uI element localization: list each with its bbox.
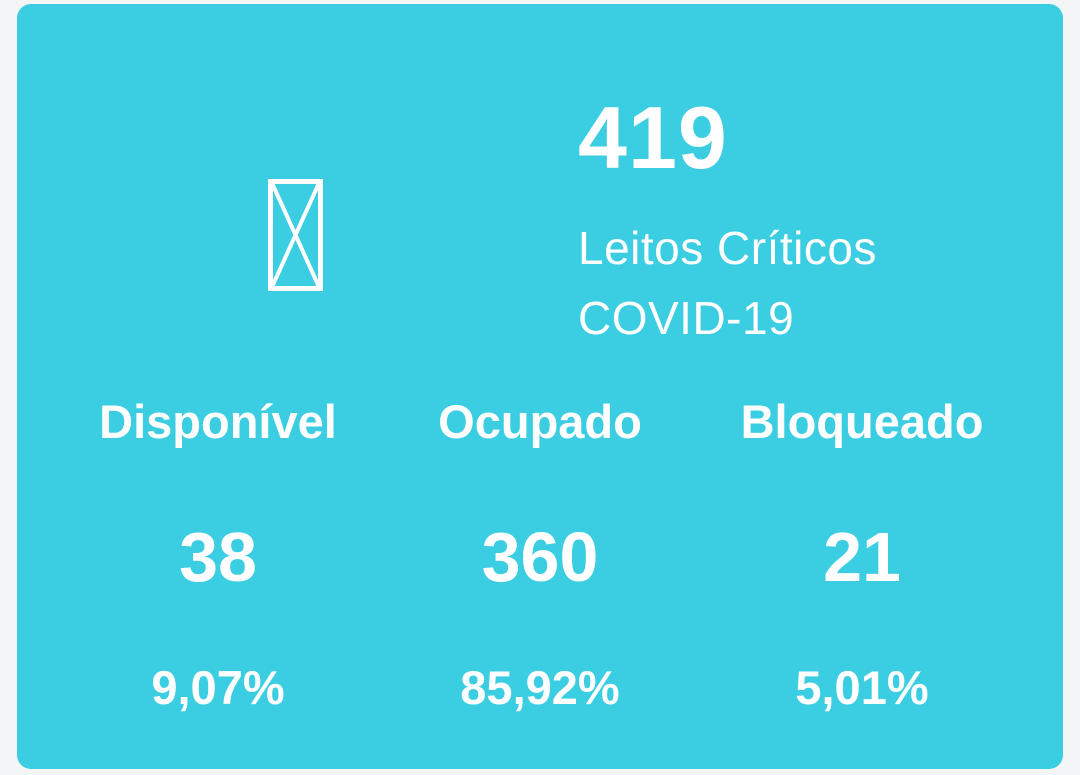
card-title-line2: COVID-19 bbox=[578, 291, 795, 344]
stat-percent: 5,01% bbox=[795, 661, 929, 715]
stat-column-bloqueado: Bloqueado 21 5,01% bbox=[701, 394, 1023, 711]
card-header: 419 Leitos Críticos COVID-19 bbox=[578, 88, 1048, 353]
stat-column-ocupado: Ocupado 360 85,92% bbox=[379, 394, 701, 711]
stat-label: Bloqueado bbox=[740, 395, 984, 448]
leitos-criticos-kpi-card: 419 Leitos Críticos COVID-19 Disponível … bbox=[17, 4, 1063, 769]
stat-column-disponivel: Disponível 38 9,07% bbox=[57, 394, 379, 711]
stat-label: Ocupado bbox=[438, 395, 642, 448]
stat-value: 360 bbox=[481, 518, 599, 597]
card-title-line1: Leitos Críticos bbox=[578, 221, 877, 274]
stat-label: Disponível bbox=[99, 395, 337, 448]
missing-glyph-icon bbox=[268, 179, 323, 291]
total-value: 419 bbox=[578, 88, 728, 187]
stats-grid: Disponível 38 9,07% Ocupado 360 85,92% B… bbox=[17, 394, 1063, 711]
stat-percent: 85,92% bbox=[460, 661, 620, 715]
stat-value: 38 bbox=[179, 518, 257, 597]
stat-percent: 9,07% bbox=[151, 661, 285, 715]
stat-value: 21 bbox=[823, 518, 901, 597]
